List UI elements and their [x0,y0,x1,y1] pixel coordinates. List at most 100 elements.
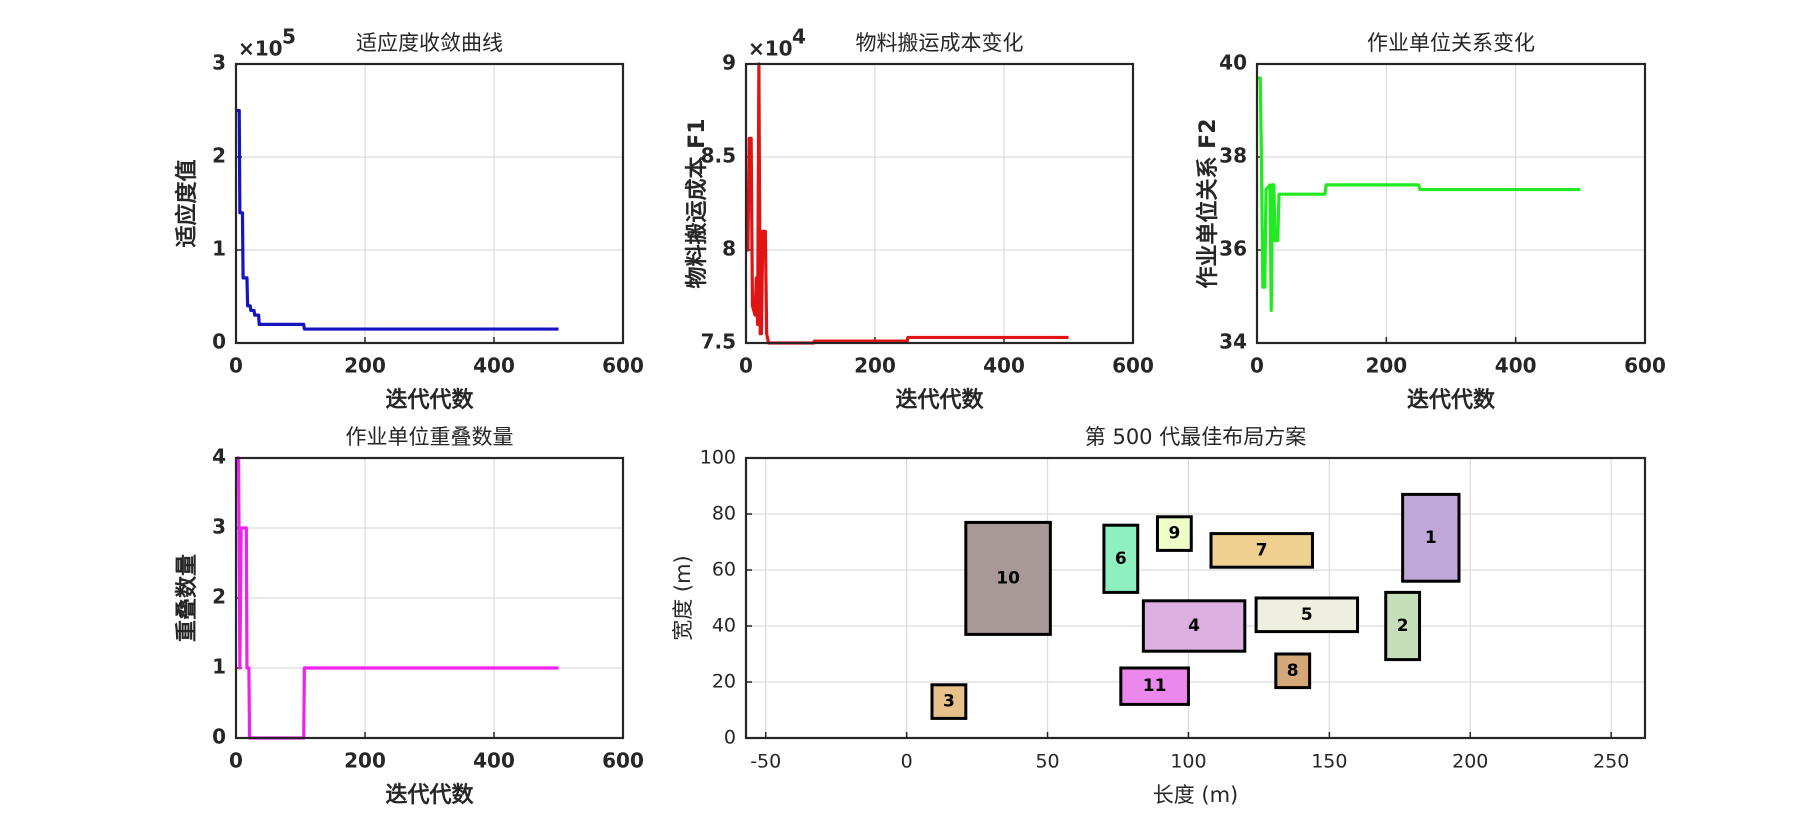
chart-title: 适应度收敛曲线 [356,31,503,55]
x-axis-label: 迭代代数 [385,782,474,808]
y-tick-label: 2 [212,585,226,609]
y-tick-label: 80 [712,503,736,525]
y-tick-label: 0 [212,725,226,749]
y-tick-label: 9 [722,51,736,75]
x-tick-label: 0 [229,749,243,773]
block-label: 11 [1143,676,1167,696]
x-tick-label: 200 [1452,751,1488,773]
x-axis-label: 迭代代数 [1407,387,1496,413]
data-line [746,62,1069,345]
y-tick-label: 60 [712,559,736,581]
y-axis-label: 重叠数量 [174,554,200,642]
y-tick-label: 1 [212,655,226,679]
block [1209,532,1314,569]
block-label: 10 [996,568,1020,588]
y-axis-label: 适应度值 [174,159,200,247]
x-tick-label: 200 [1365,354,1407,378]
y-tick-label: 3 [212,515,226,539]
x-tick-label: 400 [983,354,1025,378]
block [1401,492,1461,583]
block [1141,599,1247,653]
x-tick-label: 200 [344,749,386,773]
axes-frame [234,62,625,345]
y-tick-label: 3 [212,51,226,75]
y-multiplier-exponent: 4 [792,25,806,49]
block-label: 6 [1115,549,1127,569]
x-tick-label: 600 [1112,354,1154,378]
chart-title: 作业单位重叠数量 [346,425,514,449]
subplot: -50 0 50 100 150 200 250 0 20 40 60 80 100 1 2 3 4 5 6 7 8 9 1… [671,425,1647,807]
x-axis-label: 迭代代数 [385,387,474,413]
block-label: 9 [1168,524,1180,544]
axes-frame [744,456,1647,740]
y-tick-label: 36 [1219,237,1247,261]
x-tick-label: 50 [1035,751,1059,773]
block-label: 7 [1256,540,1268,560]
y-multiplier-exponent: 5 [282,25,296,49]
y-axis-label: 作业单位关系 F2 [1195,119,1221,289]
y-tick-label: 38 [1219,144,1247,168]
x-tick-label: 400 [473,354,515,378]
y-tick-label: 4 [212,445,226,469]
y-tick-label: 0 [212,330,226,354]
block [1274,652,1312,690]
x-tick-label: 0 [739,354,753,378]
y-multiplier: ×10 [238,37,283,61]
data-line [236,456,559,740]
data-line [236,108,559,331]
y-tick-label: 34 [1219,330,1247,354]
block [1384,590,1422,662]
x-tick-label: 100 [1170,751,1206,773]
y-tick-label: 40 [1219,51,1247,75]
y-tick-label: 7.5 [701,330,736,354]
x-tick-label: 200 [344,354,386,378]
y-tick-label: 8.5 [701,144,736,168]
axes-frame [744,62,1135,345]
x-tick-label: 600 [602,749,644,773]
axes-frame [234,456,625,740]
block [964,520,1052,636]
y-axis-label: 宽度 (m) [671,555,695,641]
block-label: 8 [1287,661,1299,681]
y-tick-label: 8 [722,237,736,261]
y-tick-label: 0 [724,727,736,749]
block-label: 5 [1301,605,1313,625]
x-tick-label: 0 [229,354,243,378]
y-tick-label: 20 [712,671,736,693]
x-tick-label: 0 [901,751,913,773]
block [930,683,968,720]
x-tick-label: 600 [602,354,644,378]
x-tick-label: 600 [1624,354,1666,378]
x-tick-label: 150 [1311,751,1347,773]
x-tick-label: 200 [854,354,896,378]
block [1102,523,1140,594]
x-axis-label: 长度 (m) [1153,783,1239,807]
block [1155,515,1193,552]
y-axis-label: 物料搬运成本 F1 [684,119,710,289]
x-tick-label: 400 [1495,354,1537,378]
block-label: 2 [1397,616,1409,636]
x-tick-label: -50 [750,751,781,773]
y-tick-label: 1 [212,237,226,261]
chart-title: 第 500 代最佳布局方案 [1085,425,1306,449]
data-line [1257,76,1581,313]
axes-frame [1255,62,1647,345]
block [1254,596,1360,634]
y-tick-label: 40 [712,615,736,637]
x-axis-label: 迭代代数 [895,387,984,413]
block-label: 4 [1188,616,1200,636]
x-tick-label: 0 [1250,354,1264,378]
chart-title: 物料搬运成本变化 [856,31,1024,55]
x-tick-label: 250 [1593,751,1629,773]
block-label: 3 [943,692,955,712]
block-label: 1 [1425,528,1437,548]
y-tick-label: 100 [700,447,736,469]
y-tick-label: 2 [212,144,226,168]
chart-title: 作业单位关系变化 [1367,31,1535,55]
block [1119,666,1190,706]
